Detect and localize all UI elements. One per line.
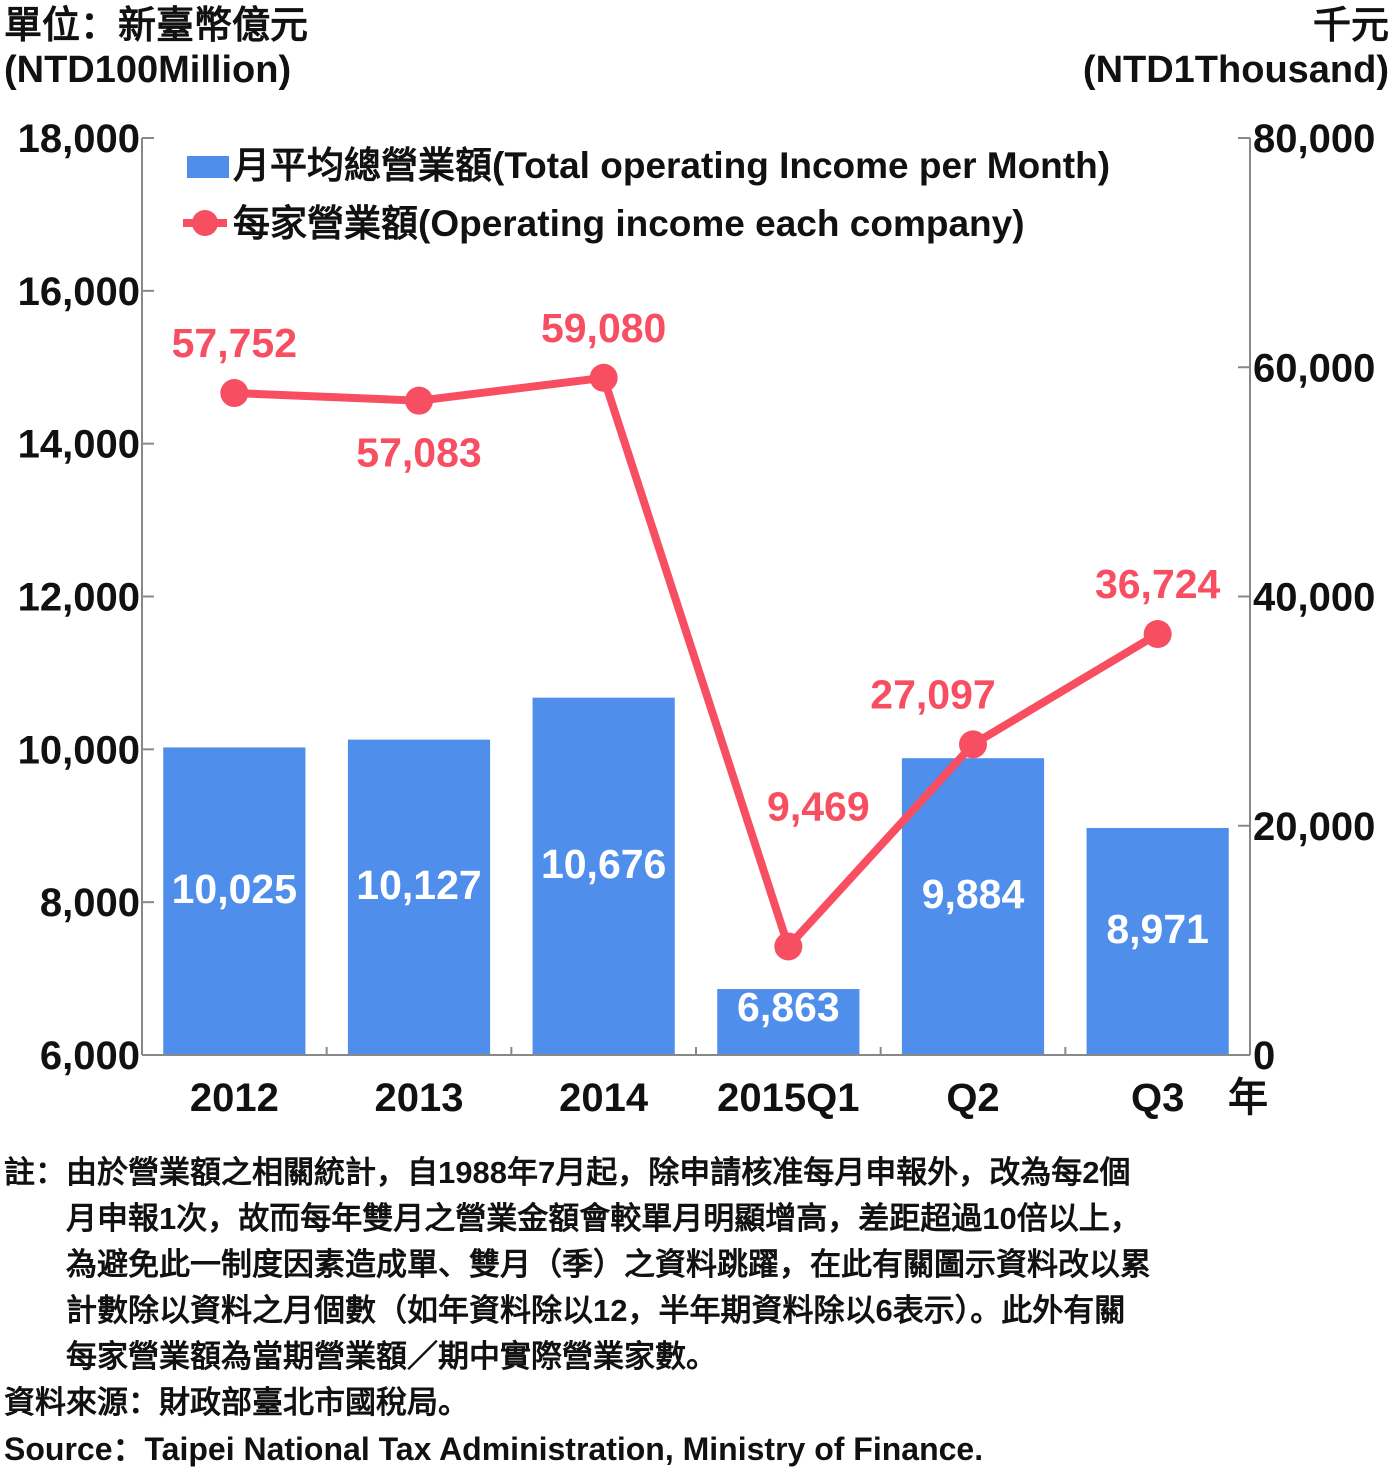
bar-2013 [347, 739, 491, 1055]
line-point-Q2 [959, 730, 987, 759]
x-axis-suffix: 年 [1228, 1076, 1268, 1120]
bar-2015Q1 [717, 989, 860, 1055]
legend-line-label: 每家營業額(Operating income each company) [233, 203, 1025, 244]
source-zh: 資料來源：財政部臺北市國稅局。 [4, 1385, 469, 1420]
line-point-2014 [589, 363, 618, 392]
legend-bar-label: 月平均總營業額(Total operating Income per Month… [233, 145, 1110, 186]
line-series-path [234, 373, 1160, 951]
y-left-tick-label: 6,000 [40, 1034, 140, 1078]
line-point-2012 [220, 379, 249, 408]
bar-value-label: 10,127 [356, 862, 481, 908]
left-unit-en: (NTD100Million) [4, 49, 292, 91]
bar-Q3 [1086, 827, 1229, 1055]
line-value-label: 9,469 [767, 783, 870, 829]
bar-2014 [532, 697, 675, 1055]
y-right-tick-label: 80,000 [1253, 117, 1375, 161]
notes-section: 註： 由於營業額之相關統計，自1988年7月起，除申請核准每月申報外，改為每2個… [4, 1150, 1389, 1472]
bar-Q2 [901, 758, 1045, 1055]
line-value-label: 27,097 [870, 671, 995, 717]
line-value-label: 59,080 [541, 305, 666, 351]
right-unit-zh: 千元 [1312, 5, 1389, 47]
line-point-Q3 [1143, 620, 1172, 649]
y-left-tick-label: 14,000 [18, 423, 140, 467]
line-point-2013 [405, 386, 433, 415]
note-line: 月申報1次，故而每年雙月之營業金額會較單月明顯增高，差距超過10倍以上， [66, 1201, 1141, 1236]
left-unit-zh: 單位：新臺幣億元 [4, 5, 309, 47]
combo-chart: 6,000 8,000 10,000 12,000 14,000 16,000 18,000… [18, 117, 1376, 1120]
bar-value-label: 9,884 [922, 871, 1025, 917]
note-line: 為避免此一制度因素造成單、雙月（季）之資料跳躍，在此有關圖示資料改以累 [66, 1247, 1151, 1282]
line-value-label: 36,724 [1095, 561, 1221, 607]
bar-value-label: 10,676 [541, 841, 666, 887]
x-tick-label: Q2 [946, 1076, 999, 1120]
y-left-tick-label: 8,000 [40, 881, 140, 925]
left-axis-unit: 單位：新臺幣億元 (NTD100Million) [4, 4, 308, 92]
bar-value-label: 6,863 [737, 984, 840, 1030]
y-right-tick-label: 0 [1253, 1034, 1275, 1078]
x-tick-label: 2015Q1 [717, 1076, 859, 1120]
x-tick-label: 2013 [375, 1076, 464, 1120]
x-tick-label: 2012 [190, 1076, 279, 1120]
source-en: Source：Taipei National Tax Administratio… [4, 1431, 984, 1467]
right-axis-unit: 千元 (NTD1Thousand) [1083, 4, 1389, 92]
bar-2012 [163, 747, 306, 1055]
note-block: 註： 由於營業額之相關統計，自1988年7月起，除申請核准每月申報外，改為每2個… [4, 1150, 1389, 1380]
bar-value-label: 8,971 [1106, 906, 1209, 952]
note-line: 每家營業額為當期營業額／期中實際營業家數。 [66, 1339, 717, 1374]
x-tick-label: Q3 [1131, 1076, 1184, 1120]
y-right-tick-label: 40,000 [1253, 576, 1375, 620]
y-right-tick-label: 60,000 [1253, 346, 1375, 390]
legend-line-marker [192, 210, 218, 236]
y-left-tick-label: 18,000 [18, 117, 140, 161]
line-value-label: 57,083 [356, 430, 481, 476]
line-value-label: 57,752 [172, 320, 297, 366]
right-unit-en: (NTD1Thousand) [1082, 49, 1389, 91]
y-left-tick-label: 16,000 [18, 270, 140, 314]
legend-bar-swatch [187, 156, 229, 178]
y-left-tick-label: 10,000 [18, 728, 140, 772]
note-line: 由於營業額之相關統計，自1988年7月起，除申請核准每月申報外，改為每2個 [66, 1155, 1131, 1190]
y-right-tick-label: 20,000 [1253, 805, 1375, 849]
note-label: 註： [4, 1155, 66, 1190]
y-left-tick-label: 12,000 [18, 576, 140, 620]
note-line: 計數除以資料之月個數（如年資料除以12，半年期資料除以6表示）。此外有關 [66, 1293, 1126, 1328]
line-point-2015Q1 [774, 932, 803, 961]
bar-value-label: 10,025 [172, 866, 297, 912]
x-tick-label: 2014 [559, 1076, 649, 1120]
note-body: 由於營業額之相關統計，自1988年7月起，除申請核准每月申報外，改為每2個 月申… [66, 1150, 1389, 1380]
